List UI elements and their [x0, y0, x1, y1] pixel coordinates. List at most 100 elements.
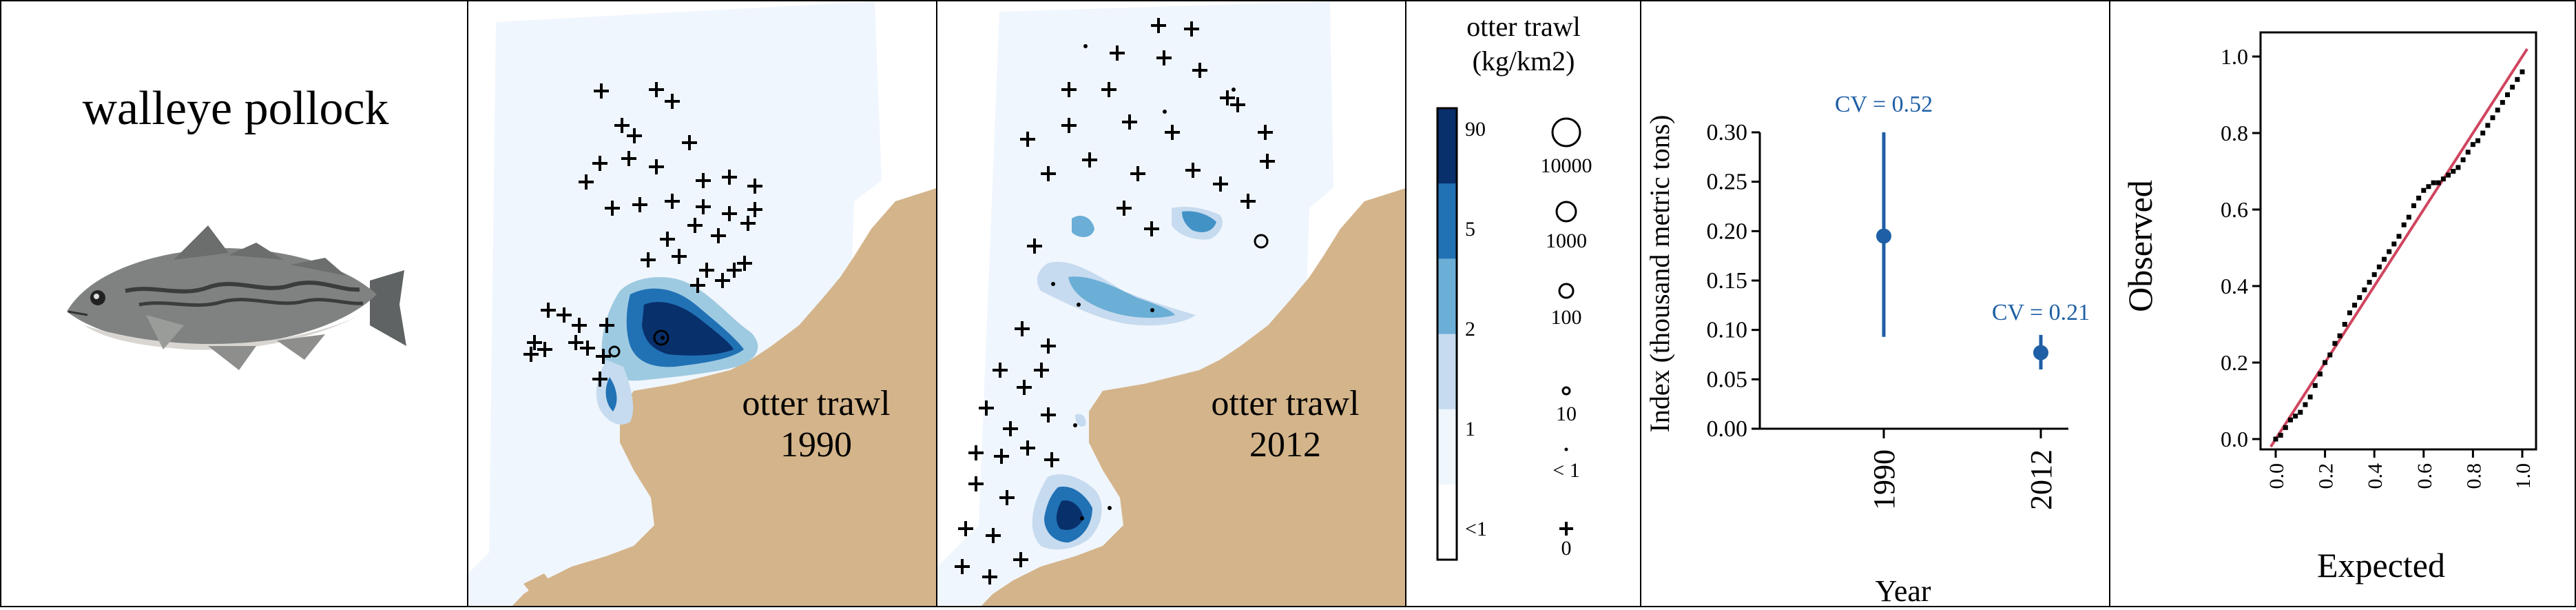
qq-xlabel: Expected [2317, 546, 2445, 584]
qq-point [2357, 295, 2362, 301]
qq-point [2485, 123, 2491, 128]
qq-point [2480, 130, 2486, 136]
index-chart-panel: Index (thousand metric tons) Year 0.00 0.… [1640, 0, 2110, 607]
qq-point [2293, 414, 2298, 419]
qq-chart: Observed Expected 0.0 0.2 0.4 0.6 0.8 1.0 0.0 0… [2121, 31, 2537, 584]
land-mass [512, 188, 936, 606]
qq-x-tick-label: 1.0 [2512, 463, 2535, 489]
colorbar [1436, 107, 1458, 561]
qq-point [2411, 203, 2416, 208]
qq-point [2470, 142, 2475, 148]
catch-circle-100 [608, 345, 621, 358]
size-legend-label: 10 [1556, 403, 1577, 425]
qq-y-tick-label: 1.0 [2221, 44, 2248, 69]
qq-point [2426, 184, 2431, 190]
qq-point [2520, 69, 2525, 74]
qq-plot-frame [2259, 31, 2537, 451]
qq-point [2446, 172, 2451, 178]
qq-chart-panel: Observed Expected 0.0 0.2 0.4 0.6 0.8 1.0 0.0 0… [2109, 0, 2576, 607]
qq-point [2278, 432, 2283, 438]
qq-point [2435, 180, 2441, 185]
qq-x-tick-label: 0.0 [2265, 463, 2288, 489]
size-legend-circle [1551, 117, 1581, 148]
qq-point [2505, 92, 2511, 97]
qq-y-tick-label: 0.4 [2221, 274, 2248, 298]
qq-point [2401, 222, 2407, 227]
colorbar-segment [1437, 409, 1457, 485]
map-1990-svg: otter trawl 1990 [468, 1, 936, 606]
map-panel-2012: otter trawl 2012 [936, 0, 1406, 607]
fish-icon [67, 225, 406, 370]
qq-point [2283, 425, 2288, 430]
qq-y-tick-label: 0.8 [2221, 121, 2248, 145]
size-legend-circle [1558, 283, 1575, 299]
qq-ylabel: Observed [2121, 180, 2159, 312]
index-cv-label: CV = 0.21 [1992, 300, 2090, 325]
size-legend-label: 0 [1561, 537, 1572, 560]
species-name: walleye pollock [82, 82, 388, 135]
density-1990 [596, 277, 758, 425]
index-xlabel: Year [1875, 574, 1931, 607]
colorbar-segment [1437, 484, 1457, 560]
size-legend-cross [1559, 522, 1573, 536]
qq-point [2347, 310, 2352, 316]
qq-point [2440, 176, 2446, 182]
qq-point [2371, 272, 2377, 277]
qq-x-tick-label: 0.6 [2413, 463, 2436, 489]
qq-point [2298, 409, 2303, 415]
qq-point [2303, 402, 2308, 407]
qq-point [2323, 360, 2328, 365]
size-legend-circle [1561, 386, 1571, 396]
qq-point [2391, 241, 2397, 247]
index-y-tick-label: 0.00 [1707, 416, 1748, 442]
qq-x-tick-label: 0.4 [2364, 463, 2387, 489]
species-svg: walleye pollock [67, 82, 406, 370]
qq-point [2337, 333, 2343, 338]
qq-identity-line [2269, 48, 2528, 448]
index-y-tick-label: 0.20 [1707, 218, 1748, 244]
qq-point [2317, 372, 2323, 377]
qq-point [2421, 187, 2427, 193]
colorbar-tick-label: 1 [1465, 418, 1475, 440]
qq-point [2287, 417, 2293, 423]
qq-y-tick-label: 0.6 [2221, 197, 2248, 222]
qq-point [2387, 249, 2392, 254]
qq-point [2273, 436, 2278, 442]
colorbar-tick-label: 90 [1465, 118, 1486, 141]
qq-point [2362, 287, 2367, 293]
colorbar-segment [1437, 108, 1457, 184]
colorbar-segment [1437, 334, 1457, 410]
qq-point [2500, 100, 2505, 105]
density-2012 [1032, 207, 1223, 550]
qq-point [2342, 322, 2347, 327]
qq-point [2416, 195, 2422, 201]
map-panel-1990: otter trawl 1990 [467, 0, 937, 607]
legend-title-line2: (kg/km2) [1473, 45, 1575, 77]
colorbar-ticks: 90 5 2 1 <1 [1465, 118, 1487, 540]
qq-point [2515, 77, 2520, 82]
map-1990-year: 1990 [780, 425, 852, 465]
qq-point [2510, 84, 2515, 90]
index-point [1876, 228, 1891, 244]
colorbar-tick-label: 5 [1465, 218, 1475, 241]
qq-point [2455, 165, 2461, 170]
size-legend-label: 1000 [1546, 230, 1587, 252]
land-mass [981, 188, 1405, 606]
map-2012-gear: otter trawl [1211, 384, 1359, 423]
qq-y-tick-label: 0.2 [2221, 350, 2248, 375]
size-legend-label: < 1 [1552, 459, 1579, 482]
qq-point [2396, 234, 2402, 239]
qq-point [2327, 352, 2333, 358]
map-2012-svg: otter trawl 2012 [937, 1, 1405, 606]
qq-y-tick-label: 0.0 [2221, 427, 2248, 451]
qq-point [2465, 150, 2471, 155]
qq-point [2382, 256, 2387, 262]
qq-point [2460, 157, 2466, 163]
index-y-tick-label: 0.15 [1707, 268, 1748, 294]
qq-point [2431, 180, 2436, 185]
index-y-tick-label: 0.30 [1707, 120, 1748, 145]
qq-x-tick-label: 0.8 [2462, 463, 2485, 489]
qq-point [2332, 340, 2338, 346]
index-point [2033, 345, 2048, 360]
